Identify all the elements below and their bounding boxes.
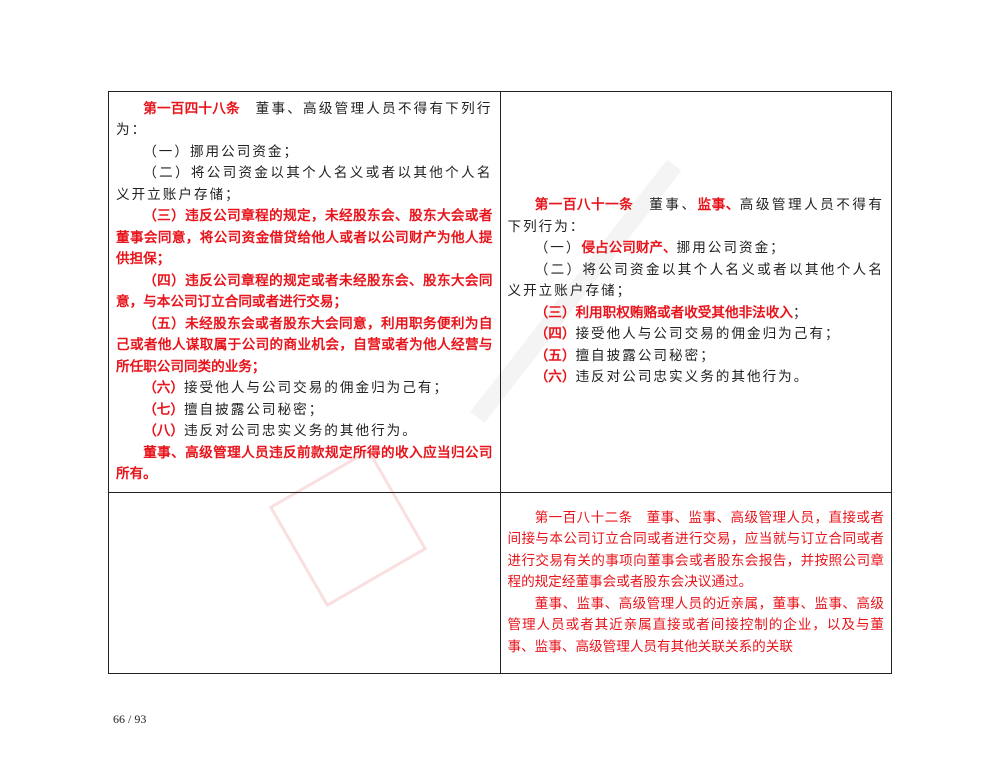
text-run: 擅自披露公司秘密； bbox=[183, 401, 325, 418]
text-run: 董事、监事、高级管理人员的近亲属，董事、监事、高级管理人员或者其近亲属直接或者间… bbox=[507, 595, 885, 655]
paragraph: 董事、监事、高级管理人员的近亲属，董事、监事、高级管理人员或者其近亲属直接或者间… bbox=[508, 594, 885, 659]
paragraph: （四）违反公司章程的规定或者未经股东会、股东大会同意，与本公司订立合同或者进行交… bbox=[116, 271, 493, 314]
text-run: 第一百四十八条 bbox=[143, 100, 240, 117]
table-row: 第一百四十八条 董事、高级管理人员不得有下列行为： （一）挪用公司资金； （二）将公… bbox=[108, 91, 892, 493]
text-run: 高级管理人员不得有下列行为： bbox=[507, 197, 884, 235]
text-run: 第一百八十二条 董事、监事、高级管理人员，直接或者间接与本公司订立合同或者进行交… bbox=[507, 509, 885, 591]
table-row: 第一百八十二条 董事、监事、高级管理人员，直接或者间接与本公司订立合同或者进行交… bbox=[108, 492, 892, 674]
paragraph: （二）将公司资金以其个人名义或者以其他个人名义开立账户存储； bbox=[508, 260, 885, 303]
paragraph: （四）接受他人与公司交易的佣金归为己有； bbox=[508, 324, 885, 346]
old-article-cell: 第一百四十八条 董事、高级管理人员不得有下列行为： （一）挪用公司资金； （二）将公… bbox=[108, 91, 501, 493]
empty-cell bbox=[108, 492, 501, 674]
text-run: （四） bbox=[534, 326, 576, 343]
text-run: ； bbox=[792, 304, 809, 321]
text-run: （七） bbox=[143, 401, 184, 418]
text-run: 违反对公司忠实义务的其他行为。 bbox=[183, 423, 418, 439]
text-run: 第一百八十一条 bbox=[534, 197, 634, 214]
page-number: 66 / 93 bbox=[113, 712, 147, 726]
text-run: （八） bbox=[143, 423, 184, 439]
text-run: 违反对公司忠实义务的其他行为。 bbox=[575, 369, 810, 386]
text-run: 擅自披露公司秘密； bbox=[575, 347, 716, 364]
paragraph: （八）违反对公司忠实义务的其他行为。 bbox=[116, 421, 493, 443]
text-run: 接受他人与公司交易的佣金归为己有； bbox=[183, 380, 450, 396]
paragraph: （五）擅自披露公司秘密； bbox=[508, 346, 885, 368]
text-run: 挪用公司资金； bbox=[676, 240, 786, 257]
paragraph: （七）擅自披露公司秘密； bbox=[116, 400, 493, 422]
paragraph: 董事、高级管理人员违反前款规定所得的收入应当归公司所有。 bbox=[116, 443, 493, 486]
new-article-cell: 第一百八十二条 董事、监事、高级管理人员，直接或者间接与本公司订立合同或者进行交… bbox=[499, 492, 892, 674]
text-run: （二）将公司资金以其个人名义或者以其他个人名义开立账户存储； bbox=[116, 165, 493, 203]
text-run: （五）未经股东会或者股东大会同意，利用职务便利为自己或者他人谋取属于公司的商业机… bbox=[116, 315, 493, 375]
text-run: 侵占公司财产、 bbox=[581, 240, 677, 257]
text-run: 董事、 bbox=[633, 197, 698, 214]
paragraph: （二）将公司资金以其个人名义或者以其他个人名义开立账户存储； bbox=[116, 163, 493, 206]
paragraph: （三）违反公司章程的规定，未经股东会、股东大会或者董事会同意，将公司资金借贷给他… bbox=[116, 206, 493, 271]
comparison-table: 第一百四十八条 董事、高级管理人员不得有下列行为： （一）挪用公司资金； （二）将公… bbox=[108, 91, 892, 674]
text-run: （一） bbox=[534, 240, 582, 257]
text-run: （六） bbox=[534, 369, 576, 386]
paragraph: 第一百八十一条 董事、监事、高级管理人员不得有下列行为： bbox=[508, 195, 885, 238]
text-run: （三）违反公司章程的规定，未经股东会、股东大会或者董事会同意，将公司资金借贷给他… bbox=[116, 208, 493, 267]
paragraph: （三）利用职权贿赂或者收受其他非法收入； bbox=[508, 303, 885, 325]
text-run: 接受他人与公司交易的佣金归为己有； bbox=[575, 326, 841, 343]
text-run: （五） bbox=[534, 347, 576, 364]
new-article-cell: 第一百八十一条 董事、监事、高级管理人员不得有下列行为： （一）侵占公司财产、挪用… bbox=[499, 91, 892, 493]
text-run: 董事、高级管理人员不得有下列行为： bbox=[116, 100, 493, 139]
paragraph: 第一百八十二条 董事、监事、高级管理人员，直接或者间接与本公司订立合同或者进行交… bbox=[508, 508, 885, 594]
text-run: 监事、 bbox=[697, 197, 740, 214]
text-run: （一）挪用公司资金； bbox=[143, 143, 300, 160]
text-run: （二）将公司资金以其个人名义或者以其他个人名义开立账户存储； bbox=[507, 261, 884, 300]
paragraph: （六）违反对公司忠实义务的其他行为。 bbox=[508, 367, 885, 389]
text-run: （三）利用职权贿赂或者收受其他非法收入 bbox=[534, 304, 793, 321]
text-run: 董事、高级管理人员违反前款规定所得的收入应当归公司所有。 bbox=[116, 444, 493, 483]
paragraph: （一）侵占公司财产、挪用公司资金； bbox=[508, 238, 885, 260]
text-run: （四）违反公司章程的规定或者未经股东会、股东大会同意，与本公司订立合同或者进行交… bbox=[116, 272, 493, 311]
paragraph: （一）挪用公司资金； bbox=[116, 142, 493, 164]
text-run: （六） bbox=[143, 380, 184, 396]
paragraph: （五）未经股东会或者股东大会同意，利用职务便利为自己或者他人谋取属于公司的商业机… bbox=[116, 314, 493, 379]
paragraph: 第一百四十八条 董事、高级管理人员不得有下列行为： bbox=[116, 99, 493, 142]
paragraph: （六）接受他人与公司交易的佣金归为己有； bbox=[116, 378, 493, 400]
